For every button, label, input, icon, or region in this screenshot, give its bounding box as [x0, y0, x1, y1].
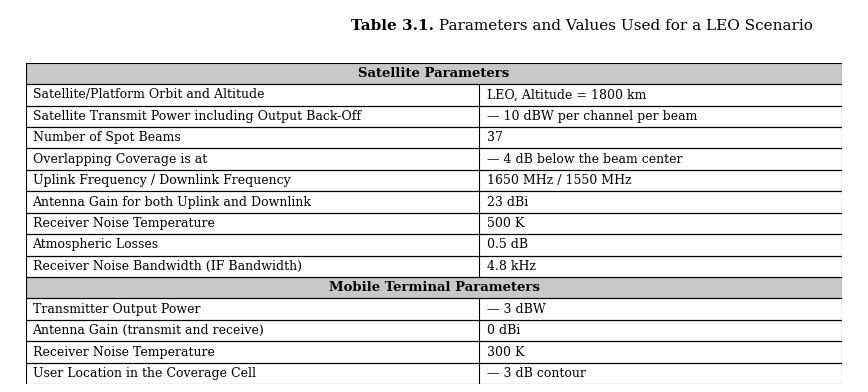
Bar — [26, 105, 842, 127]
Text: 0.5 dB: 0.5 dB — [487, 238, 528, 251]
Text: 4.8 kHz: 4.8 kHz — [487, 260, 536, 273]
Text: Mobile Terminal Parameters: Mobile Terminal Parameters — [329, 281, 539, 294]
Text: — 10 dBW per channel per beam: — 10 dBW per channel per beam — [487, 110, 697, 123]
Text: 0 dBi: 0 dBi — [487, 324, 521, 337]
Bar — [26, 191, 842, 213]
Text: Parameters and Values Used for a LEO Scenario: Parameters and Values Used for a LEO Sce… — [434, 19, 812, 33]
Text: Satellite Transmit Power including Output Back-Off: Satellite Transmit Power including Outpu… — [33, 110, 360, 123]
Bar — [26, 320, 842, 341]
Bar — [26, 341, 842, 363]
Bar — [26, 63, 842, 84]
Text: — 3 dB contour: — 3 dB contour — [487, 367, 586, 380]
Bar — [26, 149, 842, 170]
Bar — [26, 234, 842, 256]
Text: 500 K: 500 K — [487, 217, 524, 230]
Text: Satellite/Platform Orbit and Altitude: Satellite/Platform Orbit and Altitude — [33, 88, 264, 102]
Text: Satellite Parameters: Satellite Parameters — [358, 67, 510, 80]
Bar — [26, 363, 842, 384]
Text: 37: 37 — [487, 131, 503, 144]
Text: Receiver Noise Bandwidth (IF Bandwidth): Receiver Noise Bandwidth (IF Bandwidth) — [33, 260, 301, 273]
Text: 1650 MHz / 1550 MHz: 1650 MHz / 1550 MHz — [487, 174, 632, 187]
Text: LEO, Altitude = 1800 km: LEO, Altitude = 1800 km — [487, 88, 647, 102]
Text: — 3 dBW: — 3 dBW — [487, 303, 546, 316]
Bar — [26, 277, 842, 298]
Text: 23 dBi: 23 dBi — [487, 196, 529, 209]
Text: Uplink Frequency / Downlink Frequency: Uplink Frequency / Downlink Frequency — [33, 174, 290, 187]
Text: Antenna Gain for both Uplink and Downlink: Antenna Gain for both Uplink and Downlin… — [33, 196, 312, 209]
Bar — [26, 170, 842, 191]
Text: Transmitter Output Power: Transmitter Output Power — [33, 303, 200, 316]
Bar — [26, 256, 842, 277]
Text: Overlapping Coverage is at: Overlapping Coverage is at — [33, 152, 207, 166]
Text: Antenna Gain (transmit and receive): Antenna Gain (transmit and receive) — [33, 324, 265, 337]
Text: Number of Spot Beams: Number of Spot Beams — [33, 131, 181, 144]
Bar — [26, 84, 842, 105]
Text: Receiver Noise Temperature: Receiver Noise Temperature — [33, 217, 214, 230]
Text: Receiver Noise Temperature: Receiver Noise Temperature — [33, 345, 214, 359]
Text: Table 3.1.: Table 3.1. — [351, 19, 434, 33]
Text: Atmospheric Losses: Atmospheric Losses — [33, 238, 159, 251]
Bar — [26, 213, 842, 234]
Text: — 4 dB below the beam center: — 4 dB below the beam center — [487, 152, 682, 166]
Bar — [26, 298, 842, 320]
Text: 300 K: 300 K — [487, 345, 524, 359]
Text: User Location in the Coverage Cell: User Location in the Coverage Cell — [33, 367, 255, 380]
Bar — [26, 127, 842, 149]
